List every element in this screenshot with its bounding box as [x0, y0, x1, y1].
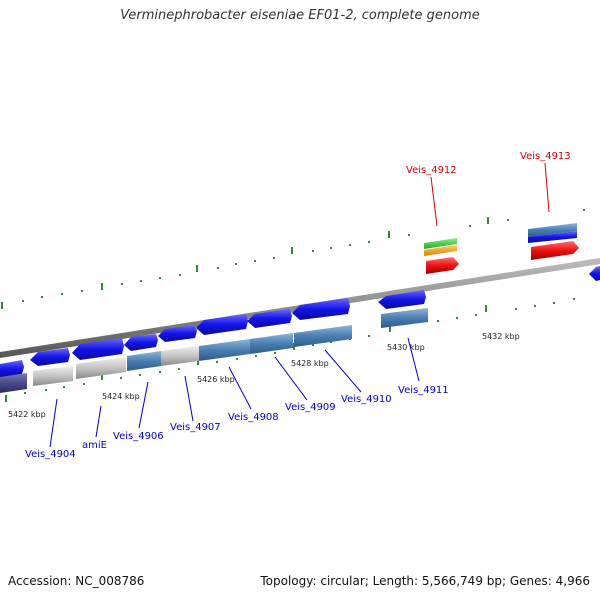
gene-block-orange[interactable]	[424, 245, 457, 256]
gene-arrow[interactable]	[124, 334, 158, 351]
gene-block[interactable]	[127, 351, 161, 371]
scale-label: 5428 kbp	[291, 359, 329, 368]
gene-arrow[interactable]	[0, 360, 24, 378]
gene-block[interactable]	[76, 357, 126, 379]
gene-block[interactable]	[0, 373, 27, 393]
scale-label: 5426 kbp	[197, 375, 235, 384]
gene-arrow-red[interactable]	[426, 257, 459, 274]
forward-genes	[0, 266, 600, 378]
gene-block[interactable]	[161, 346, 199, 366]
gene-label[interactable]: Veis_4904	[25, 449, 76, 460]
gene-arrow-red[interactable]	[531, 241, 579, 260]
gene-arrow[interactable]	[30, 348, 70, 366]
gene-label[interactable]: Veis_4906	[113, 431, 164, 442]
scale-label: 5430 kbp	[387, 343, 425, 352]
gene-block-steel[interactable]	[528, 223, 577, 237]
secondary-track	[0, 308, 428, 393]
gene-label[interactable]: amiE	[82, 440, 107, 451]
gene-label[interactable]: Veis_4913	[520, 151, 571, 162]
scale-label: 5424 kbp	[102, 392, 140, 401]
gene-block-blue[interactable]	[528, 231, 577, 243]
gene-label[interactable]: Veis_4909	[285, 402, 336, 413]
scale-label: 5432 kbp	[482, 332, 520, 341]
gene-block[interactable]	[381, 308, 428, 328]
gene-labels: Veis_4904 amiE Veis_4906 Veis_4907 Veis_…	[25, 151, 571, 460]
gene-arrow[interactable]	[158, 325, 197, 342]
gene-arrow[interactable]	[292, 298, 350, 320]
gene-arrow[interactable]	[378, 290, 426, 309]
map-title: Verminephrobacter eiseniae EF01-2, compl…	[120, 8, 480, 23]
gene-label[interactable]: Veis_4912	[406, 165, 457, 176]
gene-block[interactable]	[250, 333, 293, 354]
gene-arrow[interactable]	[247, 309, 292, 328]
highlight-genes	[424, 223, 579, 274]
scale-labels: 5422 kbp 5424 kbp 5426 kbp 5428 kbp 5430…	[8, 332, 520, 419]
gene-block-green[interactable]	[424, 238, 457, 249]
gene-arrow[interactable]	[196, 314, 248, 335]
accession-text: Accession: NC_008786	[8, 574, 145, 588]
scale-label: 5422 kbp	[8, 410, 46, 419]
outer-tick-marks	[1, 209, 585, 309]
gene-block[interactable]	[33, 366, 73, 386]
gene-label[interactable]: Veis_4911	[398, 385, 449, 396]
gene-block[interactable]	[199, 339, 250, 361]
gene-label[interactable]: Veis_4910	[341, 394, 392, 405]
gene-arrow[interactable]	[589, 266, 600, 281]
gene-label[interactable]: Veis_4908	[228, 412, 279, 423]
label-leaders	[49, 162, 550, 448]
genome-summary-text: Topology: circular; Length: 5,566,749 bp…	[260, 574, 590, 588]
gene-block[interactable]	[294, 325, 352, 347]
gene-arrow[interactable]	[72, 338, 124, 360]
gene-label[interactable]: Veis_4907	[170, 422, 221, 433]
